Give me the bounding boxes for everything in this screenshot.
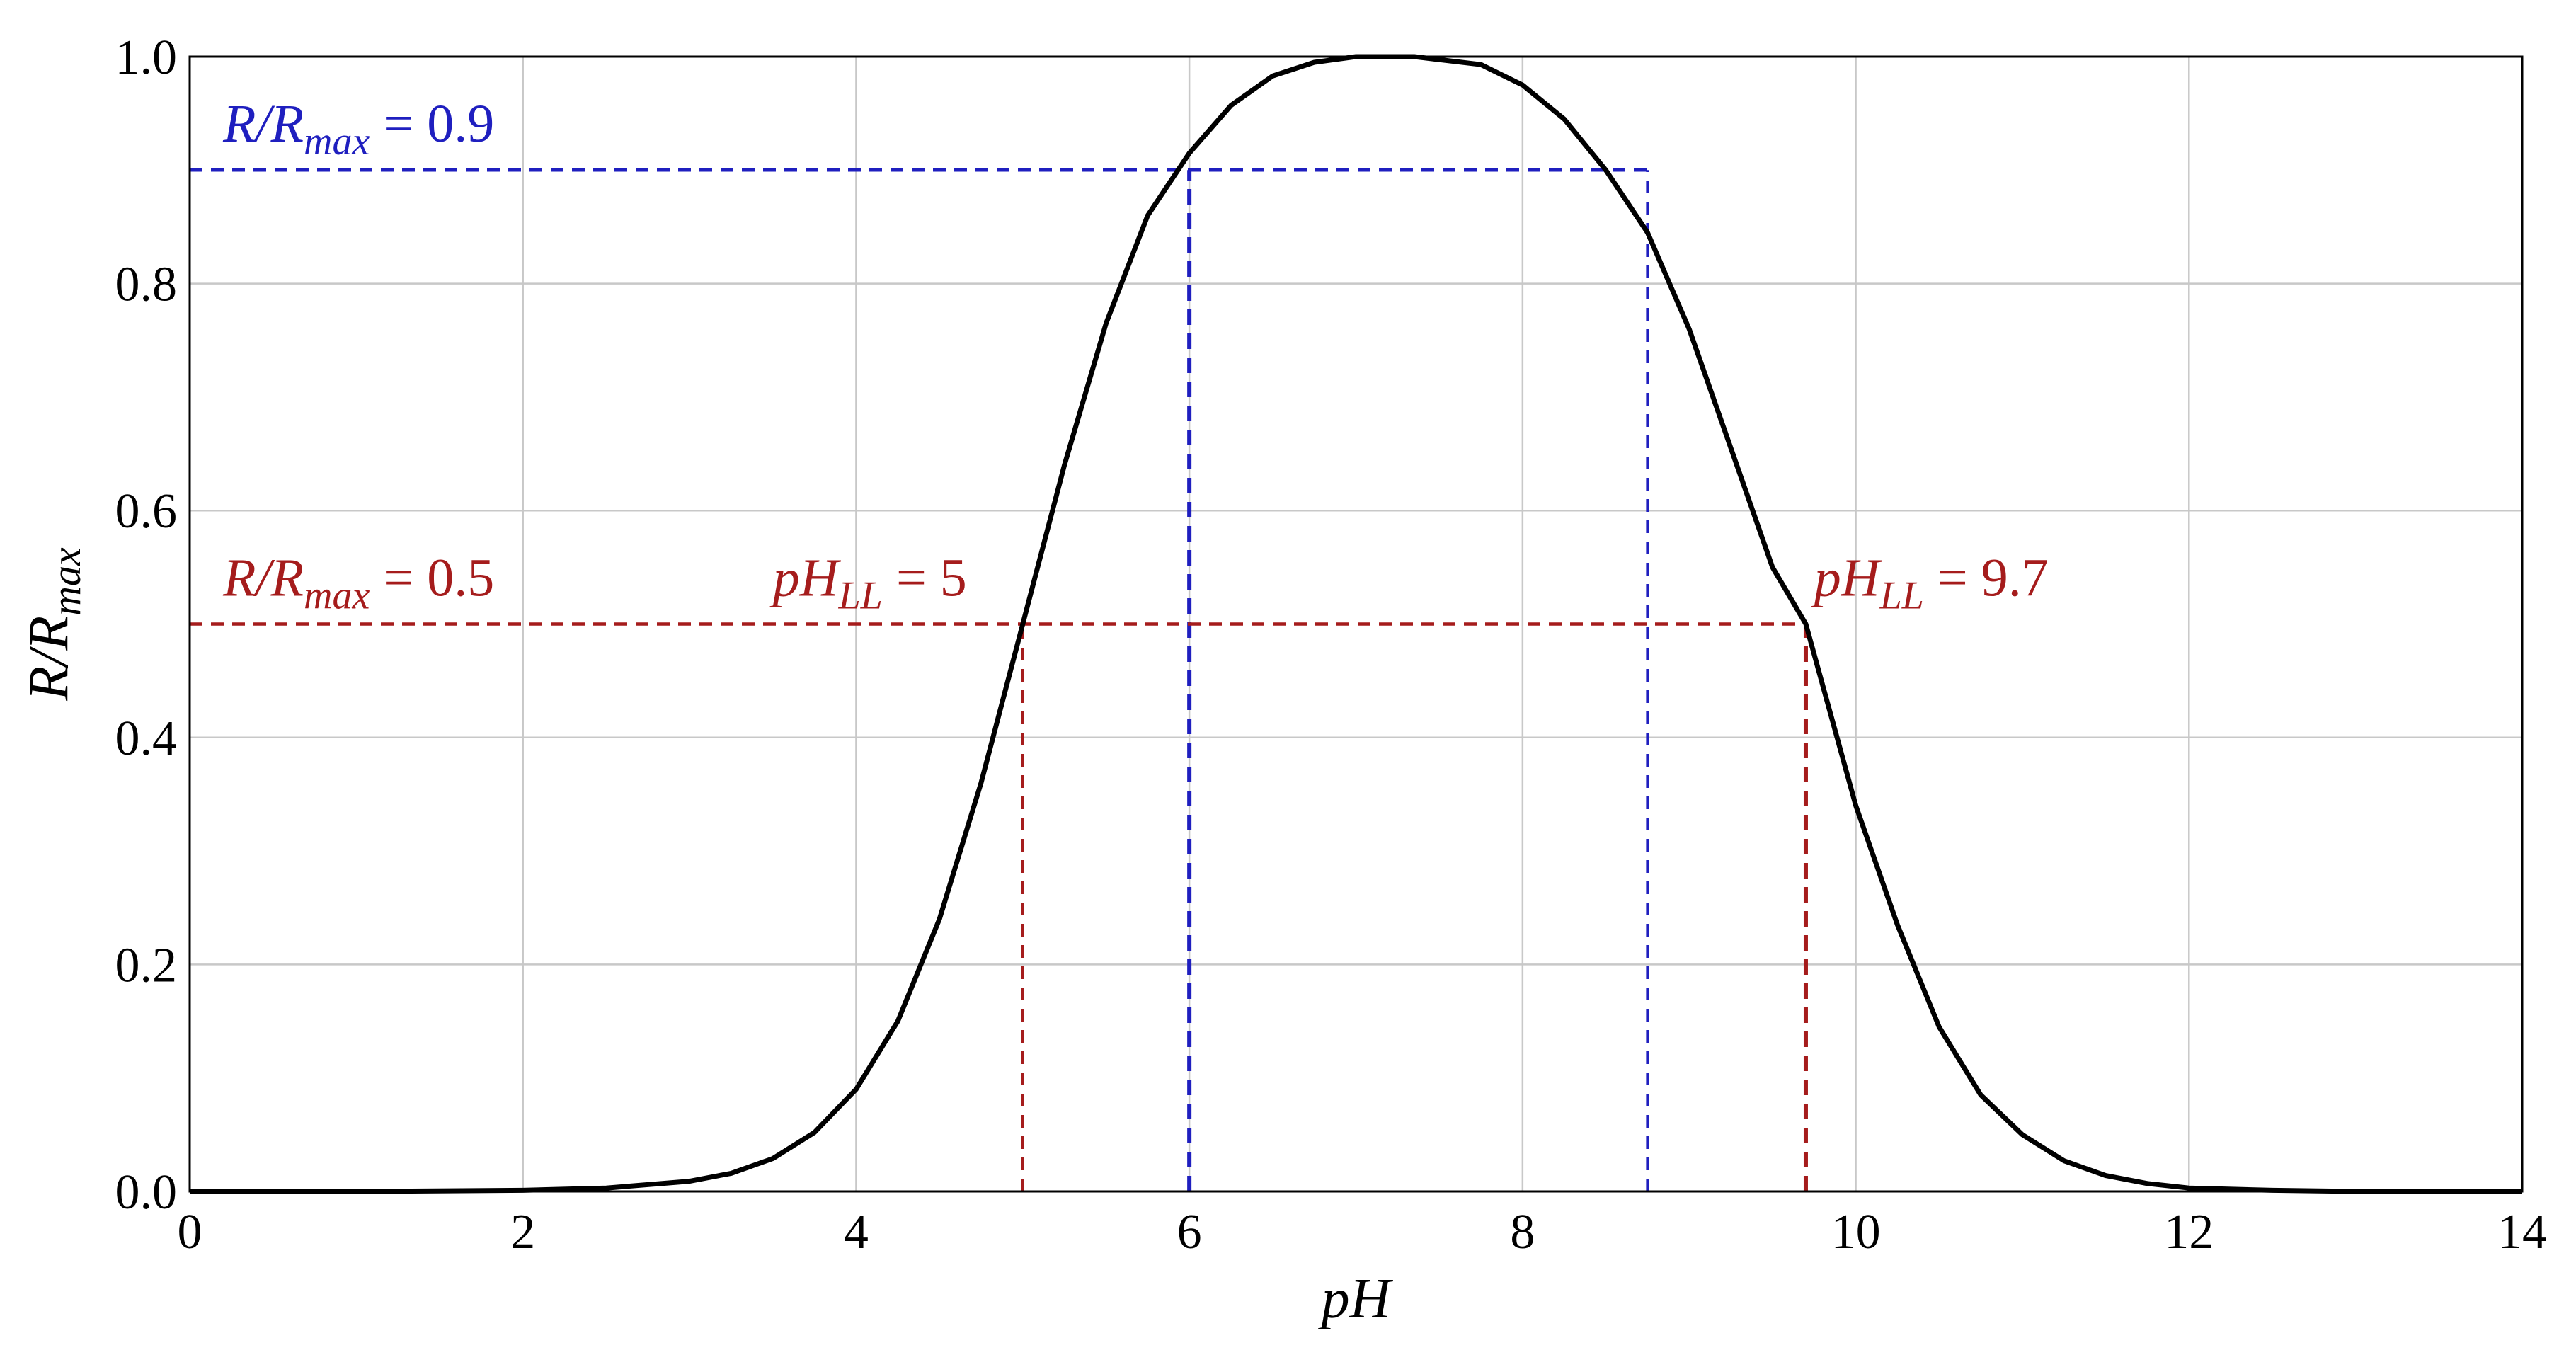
y-tick-label: 0.2 <box>115 938 178 993</box>
x-axis-label: pH <box>1318 1268 1394 1330</box>
reference-lines <box>190 168 1808 1191</box>
plot-frame <box>188 55 2524 1193</box>
x-tick-label: 8 <box>1510 1205 1535 1259</box>
y-tick-label: 0.4 <box>115 711 178 766</box>
x-tick-label: 10 <box>1831 1205 1881 1259</box>
annotation-r-rmax-0-5: R/Rmax = 0.5 <box>222 548 494 617</box>
x-tick-label: 14 <box>2497 1205 2547 1259</box>
y-tick-label: 1.0 <box>115 30 178 85</box>
y-tick-label: 0.8 <box>115 258 178 312</box>
annotation-ph-ll-9-7: pHLL = 9.7 <box>1811 548 2049 617</box>
annotation-ph-ll-5: pHLL = 5 <box>769 548 967 617</box>
x-tick-labels: 0 2 4 6 8 10 12 14 <box>178 1205 2548 1259</box>
annotation-r-rmax-0-9: R/Rmax = 0.9 <box>222 94 494 164</box>
y-tick-labels: 0.0 0.2 0.4 0.6 0.8 1.0 <box>115 30 178 1220</box>
x-tick-label: 0 <box>178 1205 202 1259</box>
y-axis-label: R/Rmax <box>18 547 89 702</box>
x-tick-label: 2 <box>510 1205 535 1259</box>
x-tick-label: 6 <box>1177 1205 1202 1259</box>
y-tick-label: 0.0 <box>115 1165 178 1220</box>
y-tick-label: 0.6 <box>115 484 178 539</box>
x-tick-label: 4 <box>844 1205 869 1259</box>
x-tick-label: 12 <box>2164 1205 2214 1259</box>
